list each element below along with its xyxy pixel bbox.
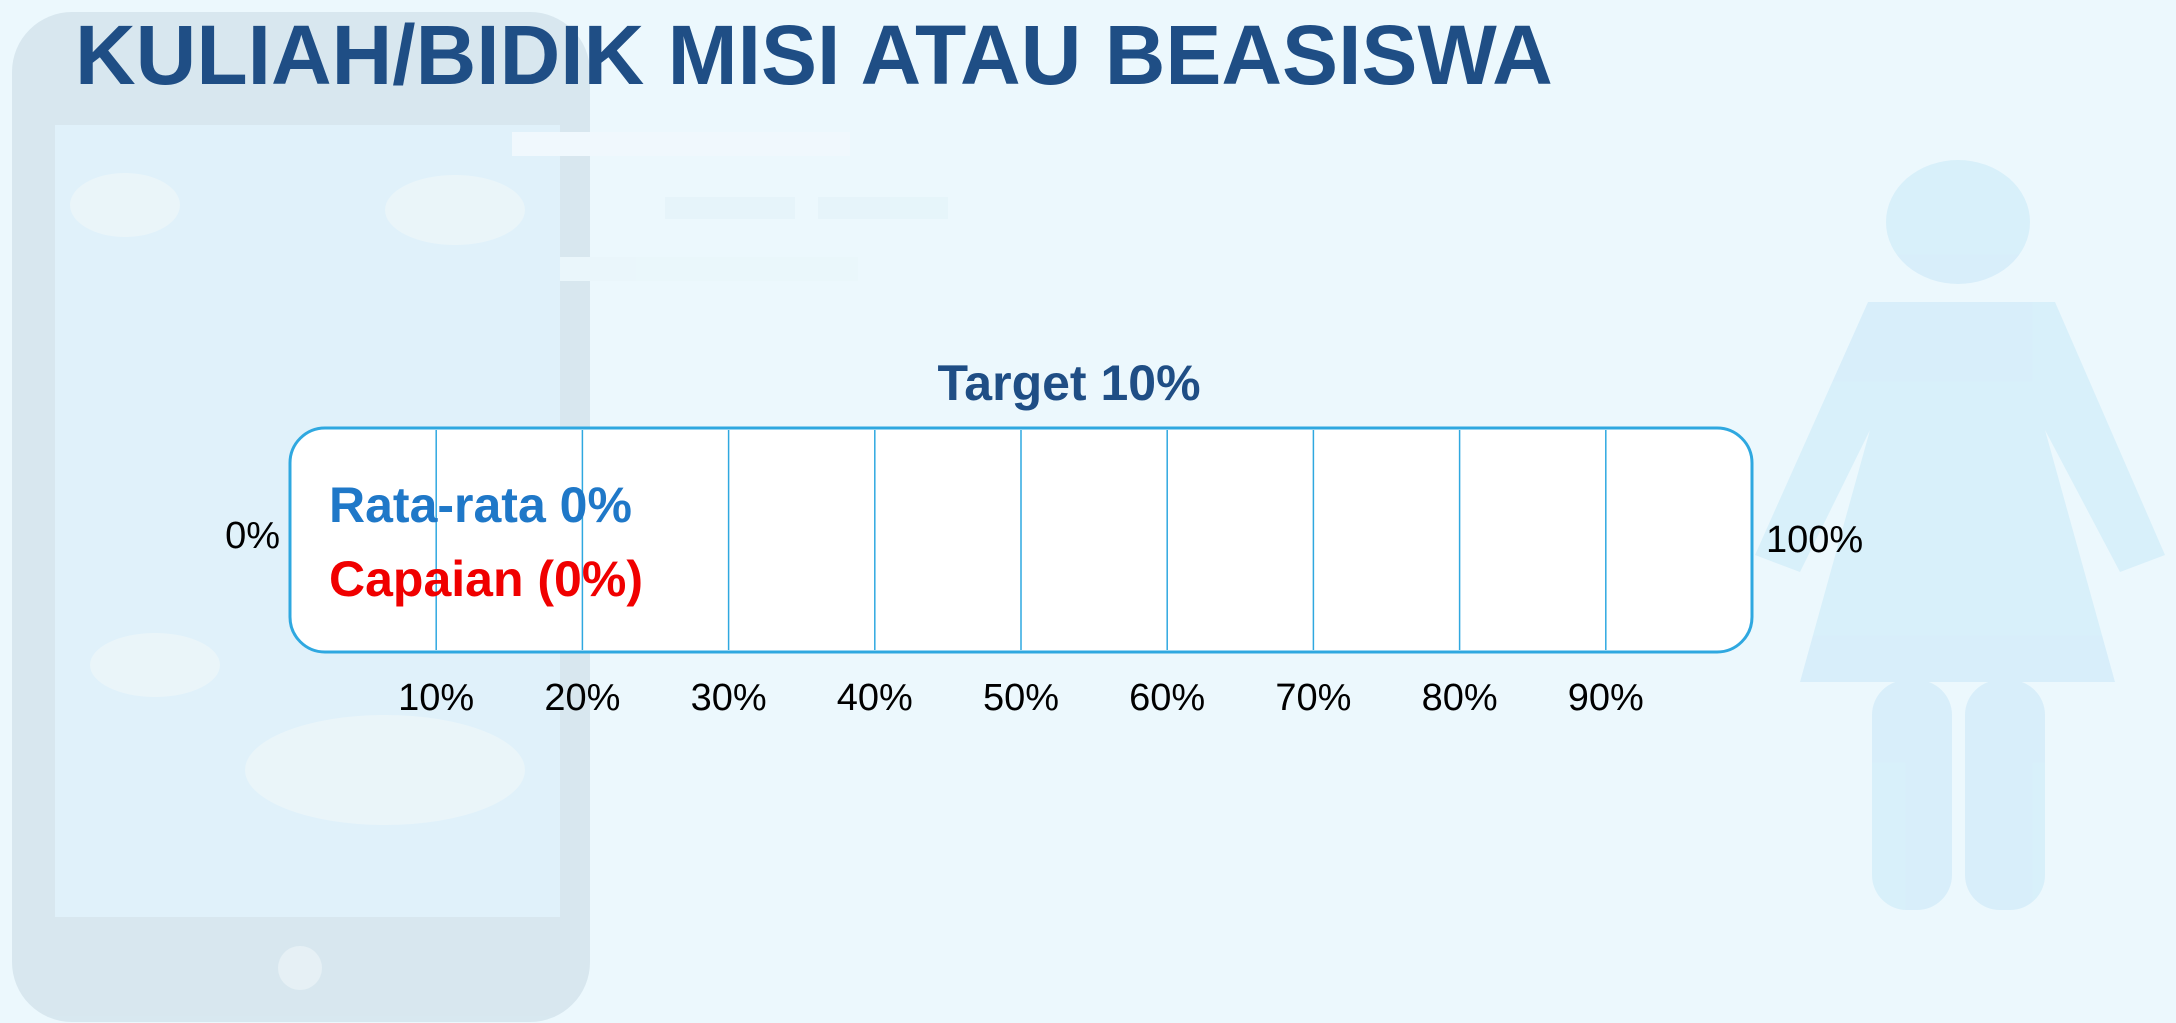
x-tick-label: 80% (1422, 677, 1498, 719)
x-tick-label: 90% (1568, 677, 1644, 719)
title: KULIAH/BIDIK MISI ATAU BEASISWA (75, 8, 1553, 102)
x-tick-label: 60% (1129, 677, 1205, 719)
x-tick-label: 70% (1275, 677, 1351, 719)
x-tick-label: 30% (691, 677, 767, 719)
slide: KULIAH/BIDIK MISI ATAU BEASISWA 0% 10% 20%… (0, 0, 2176, 1023)
series-label: Capaian (0%) (329, 551, 643, 607)
series-label: Rata-rata 0% (329, 477, 632, 533)
x-tick-label: 100% (1766, 519, 1863, 561)
target-label: Target 10% (937, 355, 1200, 411)
x-tick-label: 20% (544, 677, 620, 719)
x-tick-label: 10% (398, 677, 474, 719)
page: KULIAH/BIDIK MISI ATAU BEASISWA 0% 10% 20%… (0, 0, 2176, 1023)
x-tick-label: 40% (837, 677, 913, 719)
x-tick-label: 50% (983, 677, 1059, 719)
x-tick-label: 0% (225, 515, 280, 557)
